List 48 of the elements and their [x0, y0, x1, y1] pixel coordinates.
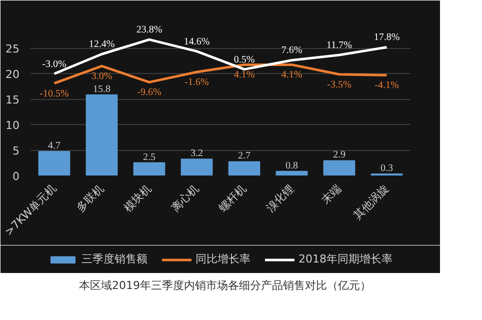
data-label: 3.2 [190, 148, 203, 160]
data-label: 2.9 [333, 150, 346, 161]
legend-label: 同比增长率 [196, 252, 250, 266]
data-label: 2.5 [143, 152, 156, 163]
data-label: -4.1% [374, 80, 399, 92]
bar [276, 170, 308, 176]
data-label: -9.6% [137, 87, 162, 98]
text: 本区域2019年三季度内销市场各细分产品销售对比（亿元） [79, 278, 371, 294]
x-tick-label: 离心机 [168, 182, 202, 214]
data-label: 0.3 [380, 162, 393, 174]
bar [133, 162, 166, 176]
bar [180, 158, 213, 176]
data-label: 14.6% [184, 36, 210, 48]
bar [38, 151, 70, 176]
data-label: 2.7 [238, 150, 250, 162]
data-label: 3.0% [91, 71, 112, 82]
data-label: -3.5% [327, 79, 352, 90]
x-tick-label: 末端 [319, 182, 344, 207]
data-label: 12.4% [88, 39, 115, 50]
data-label: 17.8% [374, 32, 400, 44]
legend-label: 2018年同期增长率 [298, 252, 392, 266]
data-label: 23.8% [136, 24, 162, 36]
y-tick-label: 20 [6, 68, 20, 81]
y-tick-label: 15 [6, 94, 20, 106]
data-label: -10.5% [40, 88, 69, 100]
data-label: 4.1% [281, 70, 302, 81]
bar [228, 161, 260, 176]
data-label: 4.7 [48, 140, 60, 152]
data-label: 0.8 [286, 160, 298, 172]
data-label: -3.0% [42, 58, 66, 70]
bar [86, 94, 118, 176]
y-tick-label: 0 [12, 170, 20, 183]
data-label: 0.5% [234, 54, 255, 66]
legend-label: 三季度销售额 [82, 252, 148, 266]
data-label: -1.6% [184, 76, 209, 88]
x-tick-label: 多联机 [74, 182, 106, 214]
x-tick-label: 其他涡旋 [351, 182, 392, 222]
y-tick-label: 10 [6, 119, 20, 132]
y-tick-label: 5 [12, 144, 20, 158]
x-tick-label: 螺杆机 [216, 182, 249, 214]
data-label: 4.1% [234, 70, 255, 81]
y-tick-label: 25 [6, 42, 20, 56]
data-label: 11.7% [326, 40, 352, 52]
data-label: 15.8 [93, 84, 110, 95]
bar [323, 160, 356, 176]
x-tick-label: 模块机 [121, 182, 154, 214]
data-label: 7.6% [281, 45, 302, 56]
x-tick-label: 溴化锂 [264, 182, 296, 214]
